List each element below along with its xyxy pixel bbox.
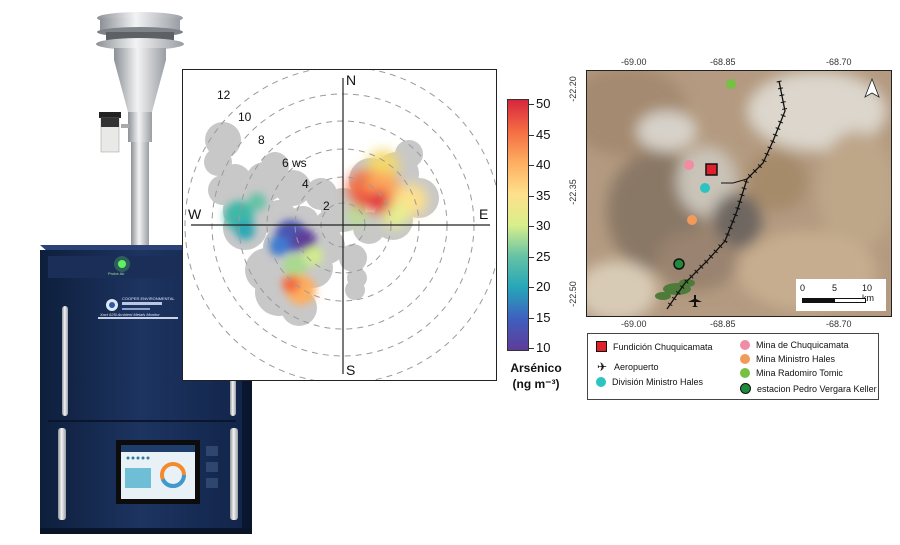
- ring-label-4: 4: [302, 177, 309, 191]
- scale-label-5: 5: [832, 283, 838, 293]
- colorbar-title-unit: (ng m⁻³): [512, 377, 560, 391]
- colorbar-tick-mark: [529, 287, 534, 288]
- south-label: S: [346, 362, 356, 378]
- colorbar-tick-mark: [529, 256, 534, 258]
- satellite-map-canvas: [587, 71, 891, 316]
- colorbar-tick-mark: [529, 348, 534, 349]
- satellite-map: [586, 70, 892, 317]
- airport-icon: [688, 295, 702, 307]
- legend-dot-marker: [740, 368, 750, 378]
- map-ytick-3: -22.50: [567, 281, 578, 307]
- scale-label-10: 10 km: [862, 283, 874, 303]
- map-ytick-2: -22.35: [567, 179, 578, 205]
- model-label: Xact 625i Ambient Metals Monitor: [100, 312, 160, 317]
- colorbar-tick-mark: [529, 226, 534, 227]
- legend-label: Mina de Chuquicamata: [756, 340, 849, 350]
- colorbar-tick-mark: [529, 104, 534, 105]
- brand-label: COOPER ENVIRONMENTAL: [122, 296, 175, 301]
- scale-segment-light: [834, 298, 866, 303]
- colorbar-tick-label: 50: [536, 96, 551, 111]
- concentration-hotspots: [224, 150, 427, 305]
- railway-ties: [664, 80, 788, 311]
- colorbar-tick-label: 40: [536, 157, 551, 172]
- mina-de-chuquicamata-marker: [684, 160, 694, 170]
- colorbar-tick-label: 10: [536, 340, 551, 355]
- legend-dot-marker: [740, 340, 750, 350]
- ring-label-10: 10: [238, 110, 252, 124]
- probe-air-label: Probe Air: [108, 271, 125, 276]
- east-label: E: [479, 206, 489, 222]
- legend-square-marker: [596, 341, 607, 352]
- colorbar-tick-label: 35: [536, 187, 551, 203]
- colorbar-title-name: Arsénico: [510, 361, 562, 375]
- colorbar-tick-label: 45: [536, 126, 551, 142]
- colorbar-tick-mark: [529, 317, 534, 319]
- colorbar-tick-label: 15: [536, 309, 551, 325]
- ring-label-2: 2: [323, 199, 330, 213]
- map-bottom-xtick-1: -69.00: [621, 319, 647, 329]
- colorbar-tick-label: 30: [536, 218, 551, 233]
- legend-label: Aeropuerto: [614, 362, 659, 372]
- polar-plot-canvas: [184, 70, 496, 380]
- map-scale-bar: 0 5 10 km: [796, 279, 886, 311]
- legend-item-estacion-pedro-vergara-keller: estacion Pedro Vergara Keller: [740, 383, 877, 394]
- mina-radomiro-tomic-marker: [726, 79, 736, 89]
- terrain: [587, 71, 891, 316]
- estacion-pedro-vergara-keller-marker: [673, 258, 685, 270]
- legend-item-aeropuerto: ✈ Aeropuerto: [596, 361, 659, 373]
- legend-dot-marker: [740, 354, 750, 364]
- legend-label: Mina Radomiro Tomic: [756, 368, 843, 378]
- legend-ring-marker: [740, 383, 751, 394]
- division-ministro-hales-marker: [700, 183, 710, 193]
- legend-item-division-ministro-hales: División Ministro Hales: [596, 377, 703, 387]
- map-legend: Fundición Chuquicamata ✈ Aeropuerto Divi…: [587, 333, 879, 400]
- ring-label-8: 8: [258, 133, 265, 147]
- legend-item-mina-radomiro-tomic: Mina Radomiro Tomic: [740, 368, 843, 378]
- fundicion-chuquicamata-marker: [705, 163, 718, 176]
- mina-ministro-hales-marker: [687, 215, 697, 225]
- ring-label-6-ws: 6 ws: [282, 156, 307, 170]
- legend-label: Mina Ministro Hales: [756, 354, 836, 364]
- legend-dot-marker: [596, 377, 606, 387]
- arsenic-colorbar: [507, 99, 529, 351]
- scale-segment-dark: [802, 298, 834, 303]
- north-label: N: [346, 72, 357, 88]
- colorbar-tick-mark: [529, 195, 534, 197]
- legend-label: estacion Pedro Vergara Keller: [757, 383, 877, 394]
- legend-label: Fundición Chuquicamata: [613, 341, 713, 352]
- map-top-xtick-2: -68.85: [710, 57, 736, 67]
- airplane-icon: ✈: [596, 360, 608, 374]
- colorbar-tick-label: 25: [536, 248, 551, 264]
- colorbar-tick-label: 20: [536, 279, 551, 294]
- colorbar-title: Arsénico (ng m⁻³): [506, 360, 566, 392]
- legend-item-mina-ministro-hales: Mina Ministro Hales: [740, 354, 835, 364]
- polar-plot: N S E W 12 10 8 6 ws 4 2: [182, 69, 497, 381]
- legend-label: División Ministro Hales: [612, 377, 704, 387]
- scale-label-0: 0: [800, 283, 806, 293]
- map-top-xtick-1: -69.00: [621, 57, 647, 67]
- west-label: W: [188, 206, 202, 222]
- legend-item-mina-chuquicamata: Mina de Chuquicamata: [740, 340, 849, 350]
- map-bottom-xtick-3: -68.70: [826, 319, 852, 329]
- ring-label-12: 12: [217, 88, 231, 102]
- north-arrow-icon: [864, 77, 880, 98]
- railway-spur: [721, 178, 748, 184]
- colorbar-tick-mark: [529, 165, 534, 166]
- vegetation: [655, 279, 695, 300]
- colorbar-tick-mark: [529, 134, 534, 136]
- legend-item-fundicion: Fundición Chuquicamata: [596, 341, 713, 352]
- map-bottom-xtick-2: -68.85: [710, 319, 736, 329]
- map-top-xtick-3: -68.70: [826, 57, 852, 67]
- map-ytick-1: -22.20: [567, 76, 578, 102]
